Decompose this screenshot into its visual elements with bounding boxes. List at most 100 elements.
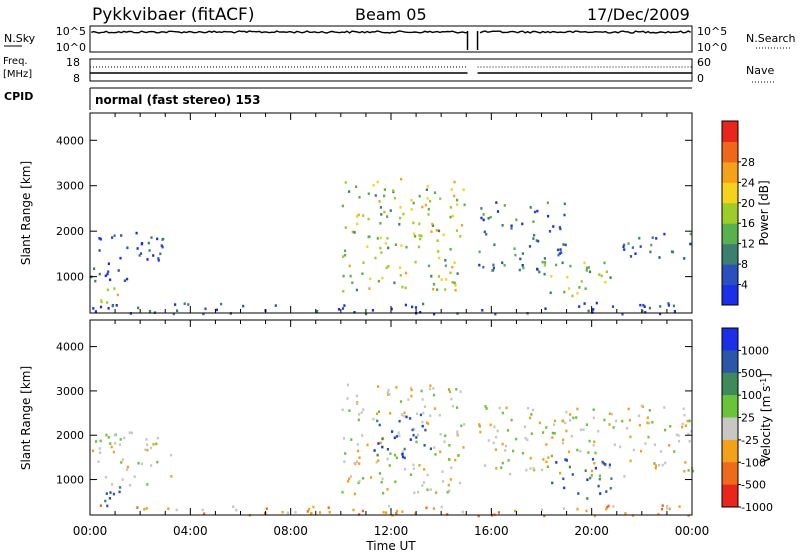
echo-cell <box>412 433 415 437</box>
echo-cell <box>629 459 632 463</box>
echo-cell <box>443 440 446 443</box>
echo-cell <box>563 486 566 490</box>
echo-cell <box>419 413 422 417</box>
echo-cell <box>569 264 572 268</box>
echo-cell <box>414 306 418 309</box>
echo-cell <box>425 506 428 510</box>
colorbar-swatch <box>722 417 738 441</box>
echo-cell <box>485 233 488 236</box>
velocity-colorbar-label: Velocity [m s-1] <box>759 373 773 463</box>
echo-cell <box>629 255 633 258</box>
echo-cell <box>450 188 453 191</box>
colorbar-tick-label: -1000 <box>741 501 773 514</box>
echo-cell <box>535 239 538 242</box>
echo-cell <box>183 302 186 305</box>
echo-cell <box>623 248 626 251</box>
echo-cell <box>344 249 347 253</box>
echo-cell <box>478 423 481 426</box>
echo-cell <box>387 393 390 396</box>
echo-cell <box>689 242 692 246</box>
echo-cell <box>368 287 371 290</box>
echo-cell <box>480 207 483 210</box>
echo-cell <box>496 210 500 213</box>
echo-cell <box>595 301 598 305</box>
echo-cell <box>344 226 347 229</box>
echo-cell <box>341 490 344 494</box>
echo-cell <box>426 184 429 188</box>
echo-cell <box>621 312 624 316</box>
echo-cell <box>550 275 553 278</box>
echo-cell <box>98 272 101 276</box>
echo-cell <box>395 509 399 513</box>
echo-cell <box>667 304 670 307</box>
echo-cell <box>510 227 513 230</box>
velocity-colorbar-label-close: ] <box>759 373 773 378</box>
echo-cell <box>372 183 375 187</box>
echo-cell <box>138 254 141 257</box>
echo-cell <box>404 271 408 275</box>
echo-cell <box>352 508 355 512</box>
echo-cell <box>592 443 595 447</box>
echo-cell <box>421 484 424 487</box>
echo-cell <box>547 456 550 459</box>
velocity-colorbar: 1000 500 100 25 -25 -100 -500 -1000 <box>721 327 773 514</box>
echo-cell <box>152 443 155 446</box>
echo-cell <box>605 270 608 274</box>
echo-cell <box>627 407 630 411</box>
echo-cell <box>691 469 695 473</box>
echo-cell <box>106 504 109 508</box>
echo-cell <box>390 307 393 311</box>
echo-cell <box>498 406 501 410</box>
echo-cell <box>387 388 390 392</box>
echo-cell <box>123 279 126 282</box>
echo-cell <box>551 431 554 435</box>
echo-cell <box>401 452 404 456</box>
echo-cell <box>286 511 289 515</box>
echo-cell <box>404 303 407 307</box>
echo-cell <box>431 224 435 227</box>
nave-tick-bottom: 0 <box>697 72 704 85</box>
echo-cell <box>558 252 561 255</box>
echo-cell <box>114 442 117 445</box>
echo-cell <box>174 303 177 306</box>
echo-cell <box>627 242 630 245</box>
echo-cell <box>601 460 604 464</box>
echo-cell <box>399 400 403 403</box>
echo-cell <box>587 451 590 454</box>
echo-cell <box>423 444 426 447</box>
echo-cell <box>133 475 136 478</box>
echo-cell <box>456 433 459 436</box>
echo-cell <box>485 407 488 410</box>
echo-cell <box>651 420 654 424</box>
echo-cell <box>367 217 370 221</box>
echo-cell <box>376 453 379 457</box>
echo-cell <box>683 257 686 260</box>
echo-cell <box>431 222 434 226</box>
echo-cell <box>495 467 498 470</box>
echo-cell <box>650 243 653 247</box>
echo-cell <box>159 252 162 256</box>
echo-cell <box>449 215 452 219</box>
echo-cell <box>533 234 536 237</box>
echo-cell <box>107 436 110 439</box>
echo-cell <box>637 414 641 418</box>
echo-cell <box>438 413 441 417</box>
echo-cell <box>429 447 432 451</box>
echo-cell <box>381 477 384 481</box>
echo-cell <box>454 284 457 287</box>
echo-cell <box>402 414 405 418</box>
echo-cell <box>558 226 561 229</box>
echo-cell <box>377 442 380 445</box>
echo-cell <box>673 310 676 313</box>
echo-cell <box>382 491 385 495</box>
echo-cell <box>688 440 691 443</box>
echo-cell <box>353 461 356 465</box>
echo-cell <box>559 471 562 475</box>
echo-cell <box>376 180 379 184</box>
x-tick-label: 08:00 <box>273 524 308 538</box>
echo-cell <box>348 477 351 481</box>
echo-cell <box>403 456 406 460</box>
echo-cell <box>444 264 447 268</box>
echo-cell <box>564 243 567 247</box>
echo-cell <box>235 508 238 512</box>
